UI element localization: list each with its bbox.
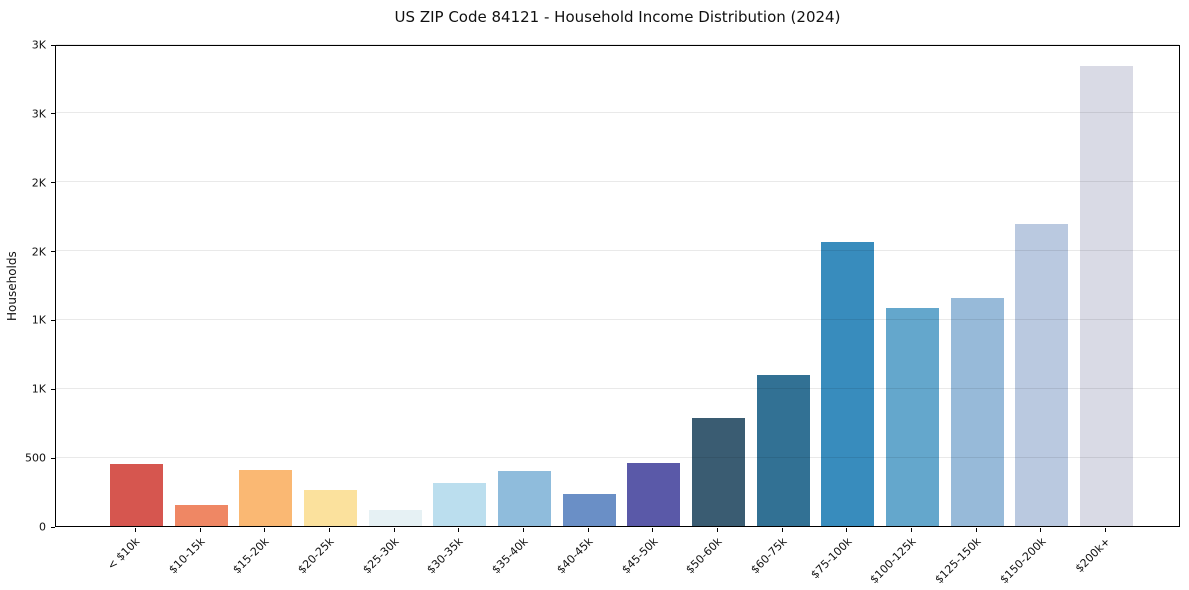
- x-tick-label: $50-60k: [683, 535, 725, 577]
- x-tick-mark: [1105, 528, 1107, 532]
- bar-4: [303, 489, 357, 526]
- x-tick-label: $35-40k: [489, 535, 531, 577]
- bar-2: [174, 505, 228, 526]
- x-tick-label: $25-30k: [360, 535, 402, 577]
- bar-14: [950, 298, 1004, 526]
- y-tick-label: 3K: [31, 38, 46, 52]
- bar-6: [433, 483, 487, 526]
- y-tick-label: 500: [25, 451, 46, 465]
- x-tick-label: $10-15k: [165, 535, 208, 577]
- bar-5: [368, 510, 422, 526]
- y-tick-mark: [51, 526, 55, 528]
- y-tick-mark: [51, 251, 55, 253]
- x-tick-mark: [134, 528, 136, 532]
- gridline: [56, 456, 1179, 458]
- y-tick-label: 2K: [31, 245, 46, 259]
- bar-1: [109, 464, 163, 526]
- x-tick-label: $60-75k: [748, 535, 790, 577]
- y-tick-mark: [51, 457, 55, 459]
- x-tick-label: $75-100k: [807, 535, 855, 582]
- bar-12: [821, 241, 875, 526]
- y-tick-mark: [51, 44, 55, 46]
- x-tick-mark: [587, 528, 589, 532]
- x-axis: < $10k $10-15k $15-20k $20-25k $25-30k $30-35…: [55, 528, 1180, 590]
- x-tick-mark: [911, 528, 913, 532]
- y-tick-label: 2K: [31, 176, 46, 190]
- x-tick-mark: [846, 528, 848, 532]
- x-tick-mark: [522, 528, 524, 532]
- gridline: [56, 250, 1179, 252]
- bar-11: [756, 374, 810, 526]
- chart-title: US ZIP Code 84121 - Household Income Dis…: [394, 8, 841, 26]
- bar-9: [627, 463, 681, 526]
- x-tick-label: $125-150k: [932, 535, 984, 587]
- x-tick-label: $150-200k: [997, 535, 1049, 587]
- x-tick-mark: [328, 528, 330, 532]
- y-axis: 0 500 1K 1K 2K 2K 3K 3K: [0, 39, 55, 534]
- bar-15: [1015, 224, 1069, 526]
- x-tick-mark: [264, 528, 266, 532]
- y-tick-mark: [51, 113, 55, 115]
- x-tick-label: $30-35k: [424, 535, 466, 577]
- x-tick-label: $100-125k: [867, 535, 919, 587]
- x-tick-mark: [717, 528, 719, 532]
- y-tick-label: 1K: [31, 313, 46, 327]
- y-tick-label: 0: [39, 520, 46, 534]
- y-tick-mark: [51, 182, 55, 184]
- y-tick-mark: [51, 319, 55, 321]
- x-tick-label: $20-25k: [295, 535, 337, 577]
- plot-area: [55, 43, 1180, 527]
- y-tick-label: 1K: [31, 382, 46, 396]
- bar-16: [1080, 66, 1134, 526]
- x-tick-label: < $10k: [104, 535, 143, 573]
- bar-3: [239, 470, 293, 526]
- x-tick-mark: [1040, 528, 1042, 532]
- gridline: [56, 387, 1179, 389]
- y-tick-mark: [51, 388, 55, 390]
- gridline: [56, 181, 1179, 183]
- bar-7: [497, 470, 551, 526]
- x-tick-mark: [652, 528, 654, 532]
- x-tick-mark: [199, 528, 201, 532]
- y-tick-label: 3K: [31, 107, 46, 121]
- bar-13: [886, 308, 940, 526]
- gridline: [56, 43, 1179, 45]
- x-tick-mark: [393, 528, 395, 532]
- x-tick-mark: [975, 528, 977, 532]
- x-tick-mark: [781, 528, 783, 532]
- x-tick-label: $40-45k: [554, 535, 596, 577]
- gridline: [56, 112, 1179, 114]
- bar-10: [692, 417, 746, 526]
- x-tick-label: $200k+: [1072, 535, 1113, 576]
- x-tick-mark: [458, 528, 460, 532]
- gridline: [56, 318, 1179, 320]
- x-tick-label: $45-50k: [618, 535, 661, 577]
- x-tick-label: $15-20k: [230, 535, 272, 577]
- bar-8: [562, 494, 616, 526]
